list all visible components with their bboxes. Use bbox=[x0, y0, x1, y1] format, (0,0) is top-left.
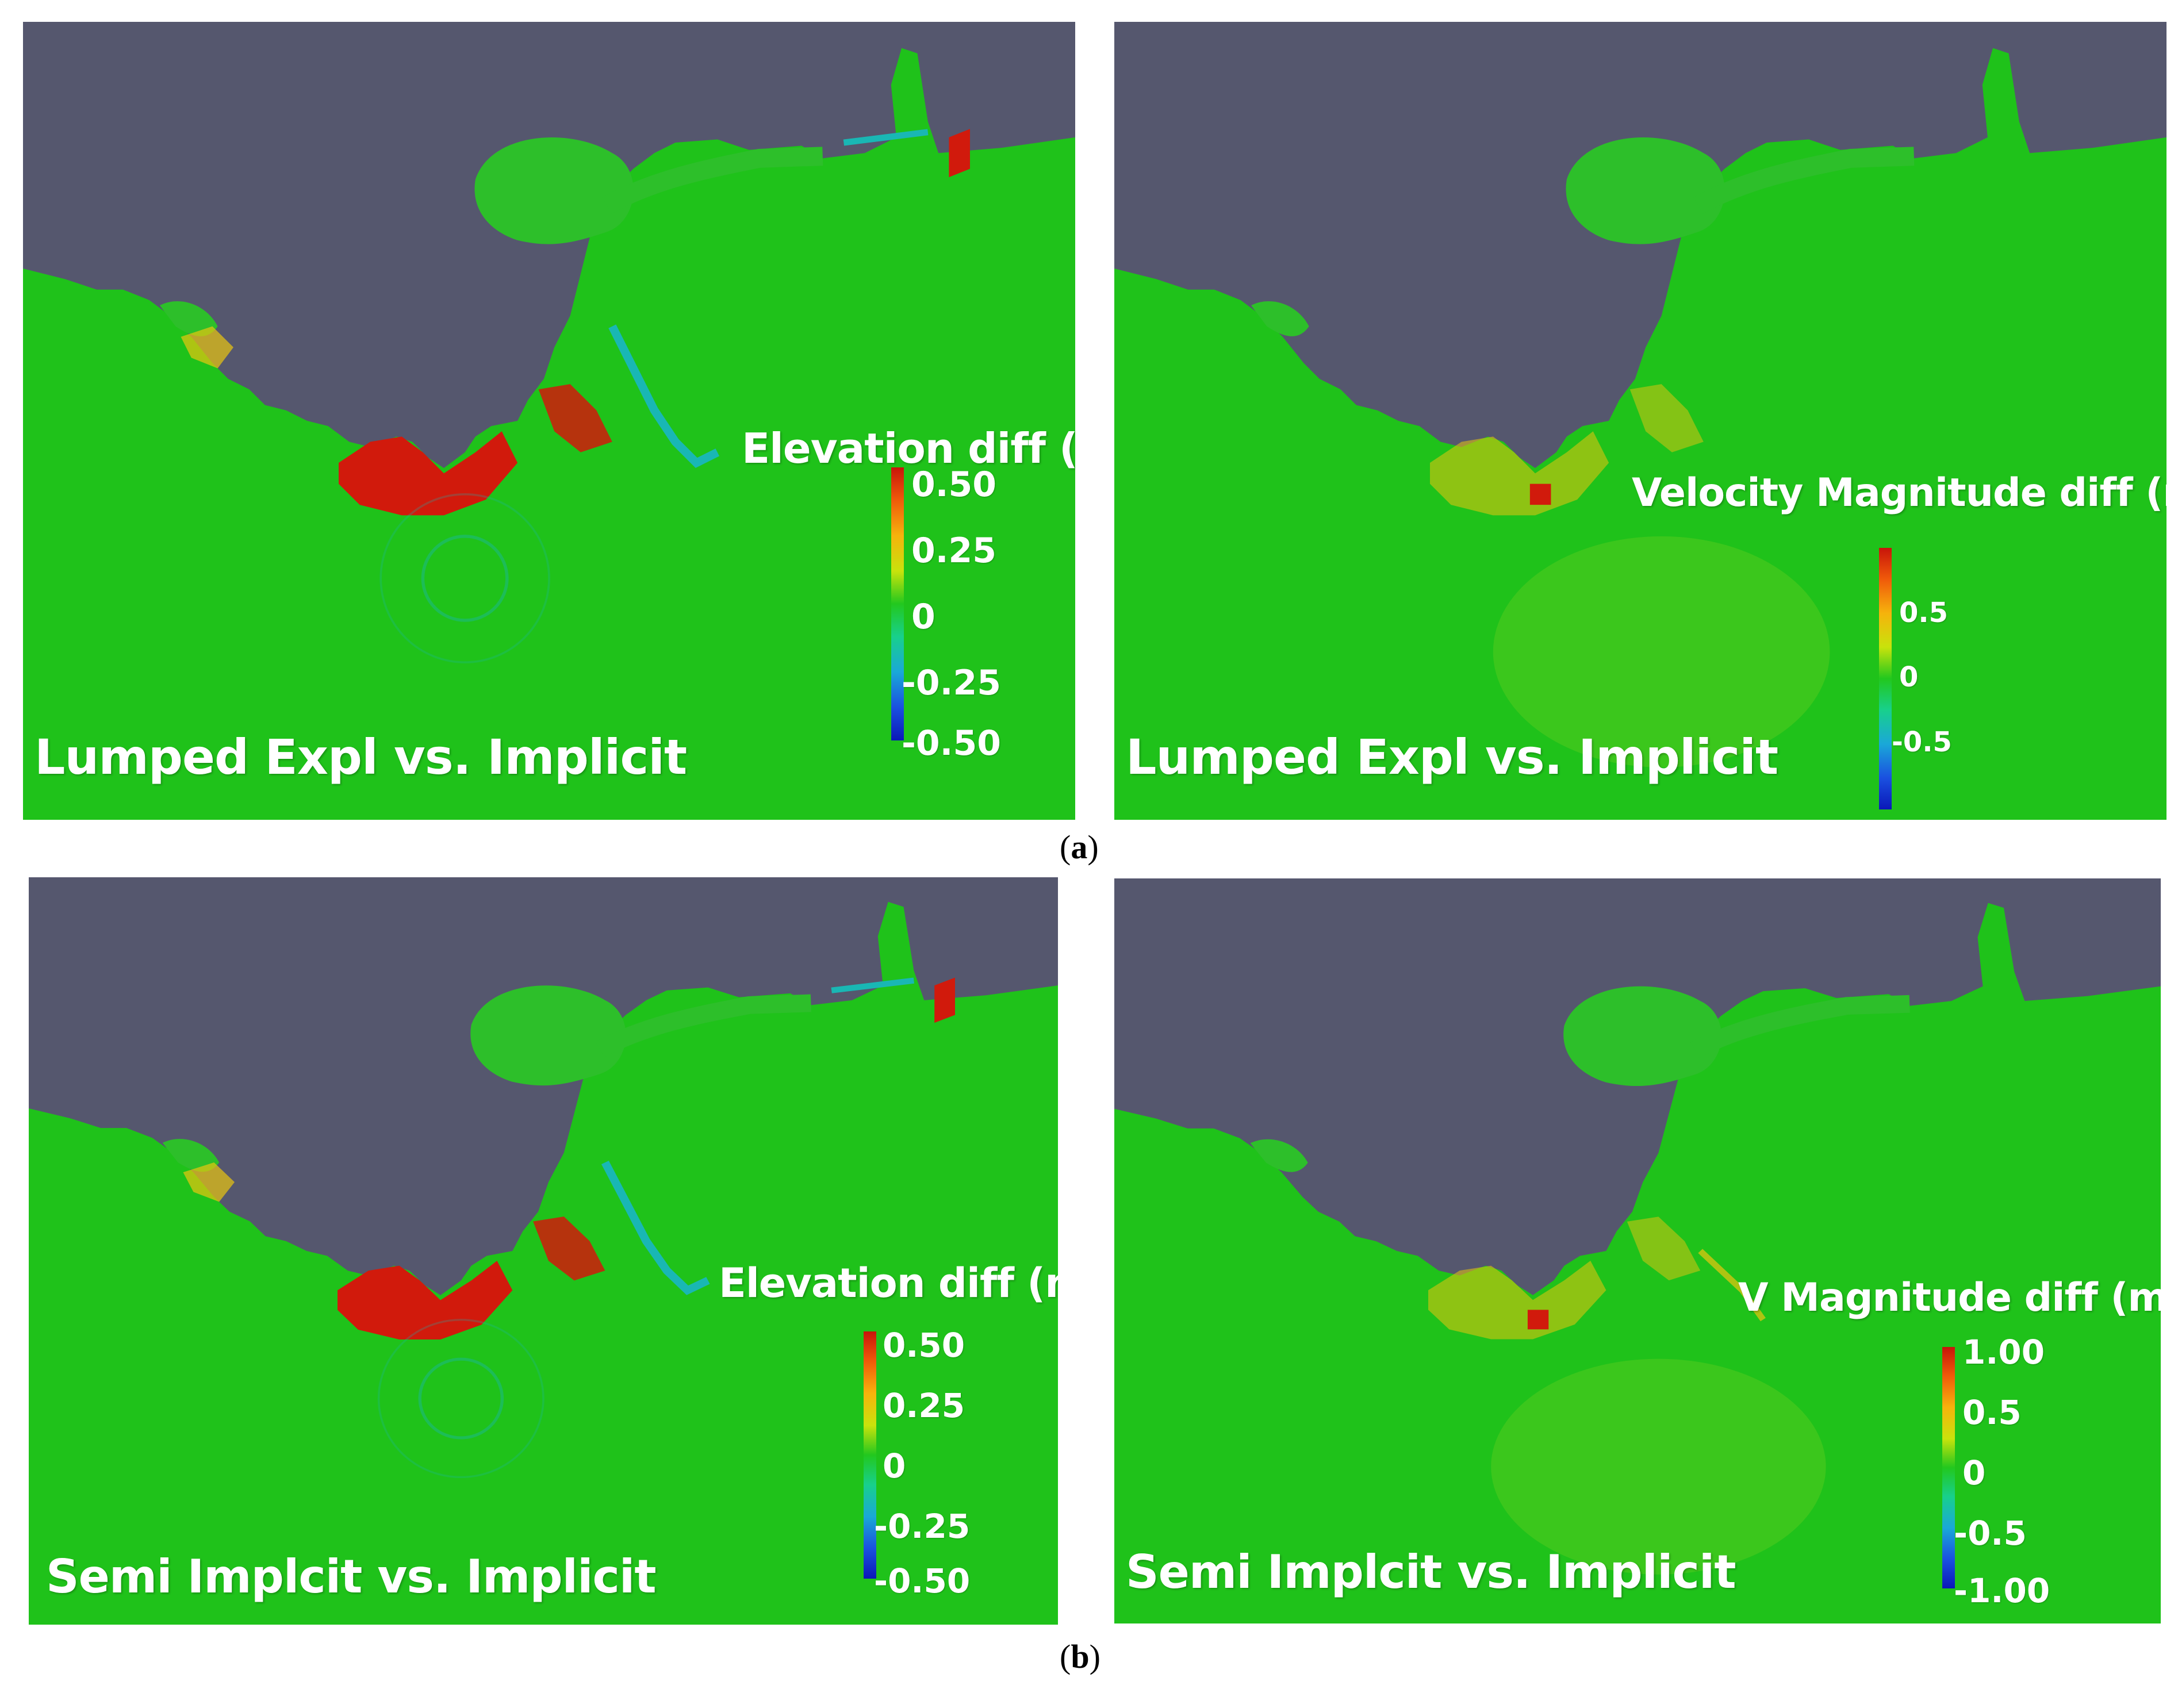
subcaption-close: ) bbox=[1089, 1638, 1100, 1675]
tick-label: 0.25 bbox=[883, 1386, 965, 1425]
tick-label: 0 bbox=[1962, 1453, 1986, 1492]
tick-label: 0.5 bbox=[1962, 1393, 2022, 1432]
tick-label: 0 bbox=[911, 597, 935, 637]
panel-caption: Lumped Expl vs. Implicit bbox=[1126, 729, 1778, 785]
tick-label: 0.50 bbox=[911, 465, 997, 505]
subcaption-b: (b) bbox=[1060, 1637, 1100, 1676]
tick-label: 0.5 bbox=[1899, 597, 1949, 629]
tick-label: -0.50 bbox=[874, 1561, 971, 1600]
subcaption-a: (a) bbox=[1060, 828, 1099, 866]
legend-title: Elevation diff (m) bbox=[742, 424, 1075, 473]
panel-caption: Semi Implcit vs. Implicit bbox=[46, 1550, 657, 1603]
tick-label: -0.25 bbox=[902, 663, 1001, 703]
map-b-left bbox=[29, 877, 1058, 1479]
diff-hotspots bbox=[1428, 1216, 1826, 1575]
tick-label: -0.5 bbox=[1892, 726, 1952, 758]
colorbar bbox=[1942, 1347, 1955, 1588]
subcaption-open: ( bbox=[1060, 828, 1071, 866]
tick-label: 1.00 bbox=[1962, 1333, 2045, 1372]
tick-label: -0.50 bbox=[902, 723, 1001, 763]
tick-label: 0 bbox=[883, 1446, 906, 1486]
panel-a-right: Lumped Expl vs. Implicit Velocity Magnit… bbox=[1114, 22, 2167, 820]
panel-a-left: Lumped Expl vs. Implicit Elevation diff … bbox=[23, 22, 1075, 820]
tick-label: -1.00 bbox=[1954, 1571, 2050, 1610]
subcaption-letter: b bbox=[1071, 1638, 1090, 1675]
map-a-right bbox=[1114, 22, 2167, 767]
tick-label: 0.25 bbox=[911, 531, 997, 571]
panel-caption: Lumped Expl vs. Implicit bbox=[34, 729, 687, 785]
subcaption-letter: a bbox=[1071, 828, 1088, 866]
diff-hotspots bbox=[1430, 384, 1830, 767]
colorbar bbox=[1879, 548, 1892, 809]
legend-title: Velocity Magnitude diff (m/s) bbox=[1632, 470, 2167, 516]
panel-b-right: Semi Implcit vs. Implicit V Magnitude di… bbox=[1114, 878, 2161, 1623]
tick-label: -0.25 bbox=[874, 1507, 971, 1546]
tick-label: 0.50 bbox=[883, 1326, 965, 1365]
panel-caption: Semi Implcit vs. Implicit bbox=[1126, 1545, 1736, 1599]
map-b-right bbox=[1114, 878, 2161, 1575]
diff-hotspots bbox=[183, 977, 955, 1479]
tick-label: -0.5 bbox=[1954, 1514, 2027, 1553]
colorbar bbox=[864, 1331, 876, 1579]
subcaption-close: ) bbox=[1087, 828, 1099, 866]
diff-hotspots bbox=[181, 129, 970, 663]
colorbar bbox=[891, 467, 904, 740]
subcaption-open: ( bbox=[1060, 1638, 1071, 1675]
legend-title: Elevation diff (m) bbox=[719, 1260, 1058, 1307]
tick-label: 0 bbox=[1899, 661, 1919, 693]
legend-title: V Magnitude diff (m/s) bbox=[1738, 1275, 2161, 1321]
map-a-left bbox=[23, 22, 1075, 663]
panel-b-left: Semi Implcit vs. Implicit Elevation diff… bbox=[29, 877, 1058, 1625]
